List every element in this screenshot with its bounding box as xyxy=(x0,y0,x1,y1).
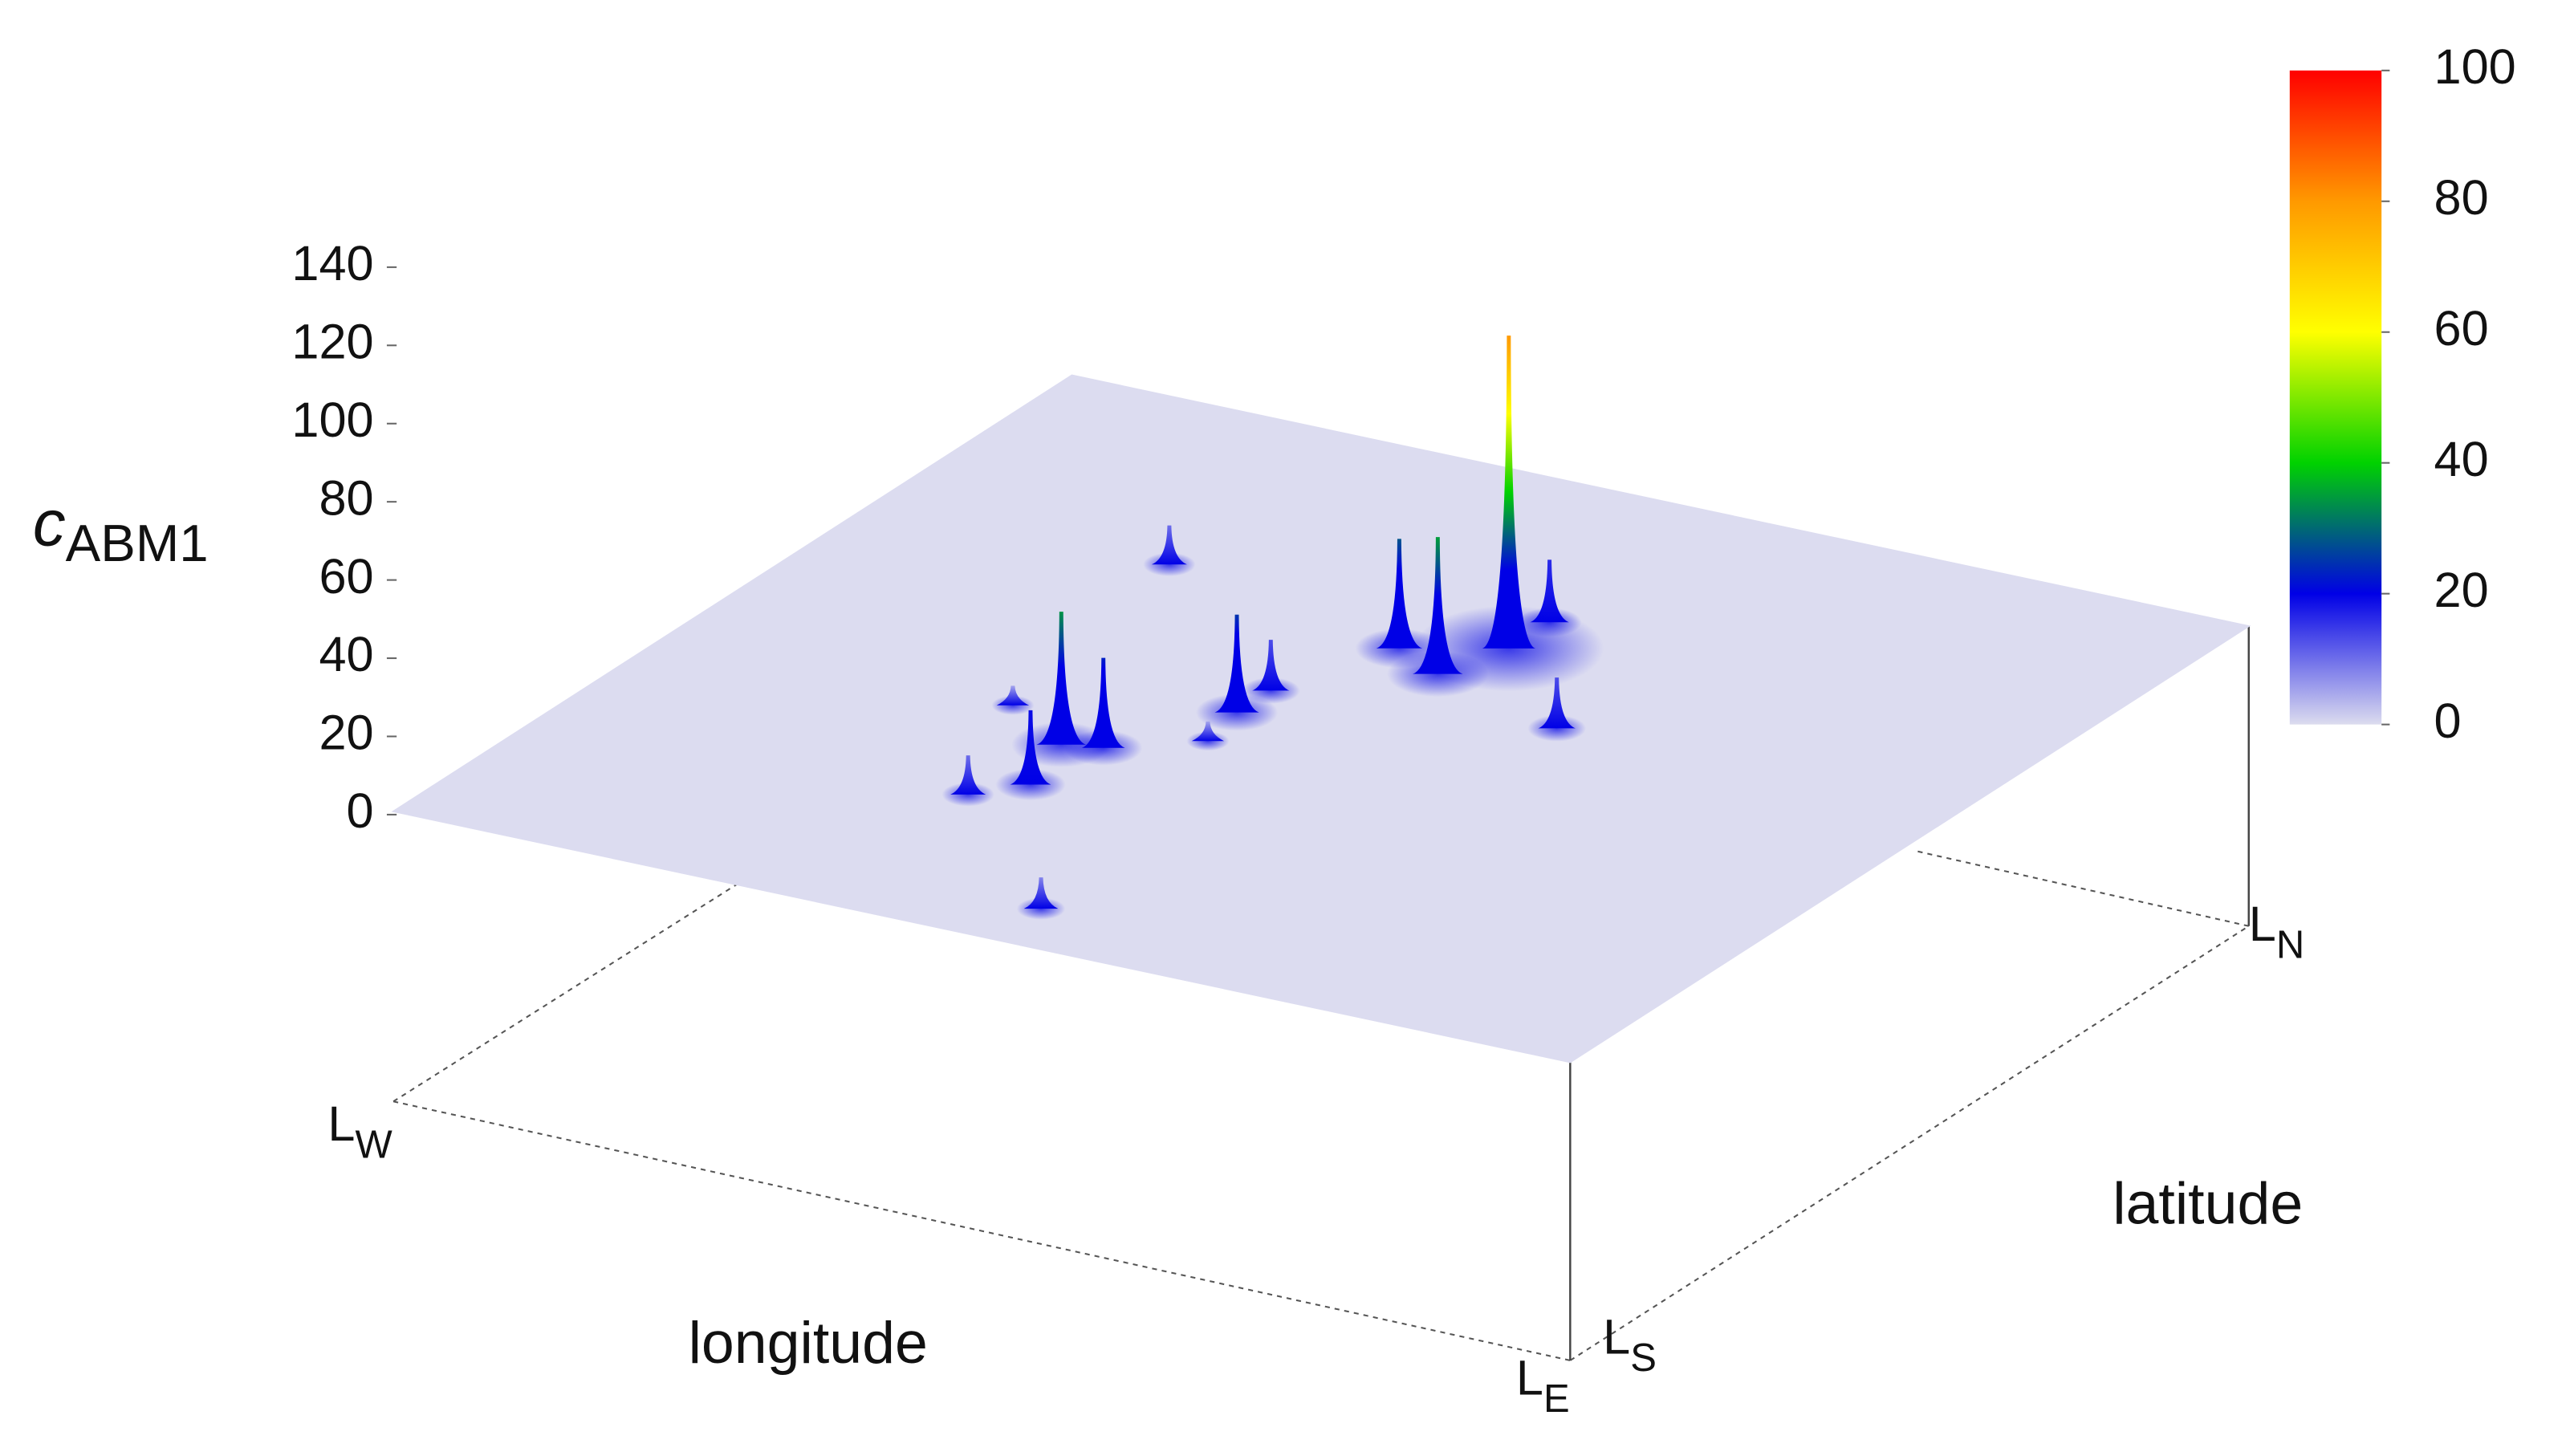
peak xyxy=(1036,612,1087,745)
y-start-label: LS xyxy=(1603,1310,1657,1380)
peak xyxy=(1191,721,1225,742)
z-tick-label: 20 xyxy=(319,706,373,760)
colorbar-fill xyxy=(2289,70,2382,725)
colorbar-tick-label: 0 xyxy=(2434,693,2462,748)
surface xyxy=(391,374,2251,1064)
x-start-label: LW xyxy=(327,1096,392,1166)
x-end-sub: E xyxy=(1543,1377,1570,1421)
z-tick-label: 0 xyxy=(347,783,374,838)
x-end-main: L xyxy=(1516,1351,1543,1405)
z-label: cABM1 xyxy=(33,486,209,572)
peak-layer xyxy=(941,336,1604,920)
y-axis-label: latitude xyxy=(2113,1169,2303,1236)
x-end-label: LE xyxy=(1516,1351,1570,1421)
y-end-sub: N xyxy=(2276,923,2304,966)
colorbar-tick-label: 40 xyxy=(2434,432,2489,486)
z-tick-label: 120 xyxy=(291,314,373,368)
z-tick-label: 140 xyxy=(291,236,373,291)
peak xyxy=(1413,537,1463,674)
y-end-label: LN xyxy=(2249,897,2304,966)
x-start-main: L xyxy=(327,1096,355,1151)
z-label-sub: ABM1 xyxy=(66,514,209,572)
peak xyxy=(1081,657,1125,748)
x-axis-label: longitude xyxy=(689,1309,928,1376)
y-start-main: L xyxy=(1603,1310,1630,1364)
peak xyxy=(1376,539,1423,649)
x-start-sub: W xyxy=(355,1123,392,1166)
colorbar-tick-label: 20 xyxy=(2434,563,2489,617)
z-tick-label: 60 xyxy=(319,549,373,604)
z-label-main: c xyxy=(33,486,66,559)
peak xyxy=(1151,525,1187,565)
colorbar-tick-label: 60 xyxy=(2434,301,2489,356)
colorbar-tick-label: 100 xyxy=(2434,39,2516,94)
peak xyxy=(1010,710,1051,785)
peak xyxy=(1023,877,1059,909)
peak xyxy=(950,755,986,795)
surface-layer xyxy=(391,374,2251,1064)
peak xyxy=(1482,336,1535,649)
colorbar: 0 20 40 60 80 100 xyxy=(2289,39,2516,748)
z-tick-label: 40 xyxy=(319,627,373,681)
axis-layer: 0 20 40 60 80 100 120 140 xyxy=(291,236,397,838)
peak xyxy=(1252,640,1290,691)
peak-base xyxy=(1064,730,1143,766)
y-start-sub: S xyxy=(1630,1336,1657,1380)
z-tick-label: 80 xyxy=(319,470,373,525)
colorbar-tick-label: 80 xyxy=(2434,170,2489,225)
floor-box xyxy=(392,849,2250,1361)
y-end-main: L xyxy=(2249,897,2276,951)
peak xyxy=(1530,559,1569,623)
peak xyxy=(1538,677,1576,729)
peak xyxy=(996,685,1030,706)
peak xyxy=(1214,614,1259,713)
z-tick-label: 100 xyxy=(291,392,373,447)
box-edges xyxy=(1569,626,2250,1360)
